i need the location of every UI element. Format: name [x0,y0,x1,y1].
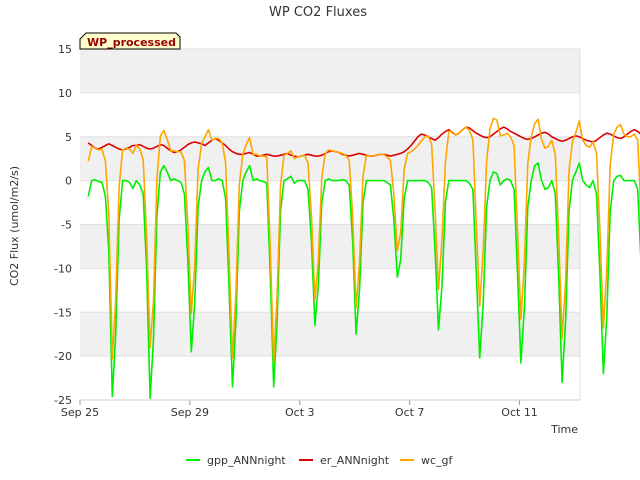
y-tick-label: 0 [65,175,72,188]
badge-shape [79,32,181,50]
x-tick-label: Oct 7 [395,406,425,419]
y-tick-label: -10 [54,262,72,275]
y-axis-label: CO2 Flux (umol/m2/s) [8,166,21,286]
x-tick-label: Sep 25 [61,406,99,419]
processed-badge: WP_processed [79,32,181,50]
y-tick-label: -20 [54,350,72,363]
series-line-wc_gf [87,117,640,364]
y-tick-label: 15 [58,43,72,56]
badge-label: WP_processed [87,36,176,49]
band-3 [80,312,580,357]
band-1 [80,136,580,181]
x-axis-label: Time [550,423,578,436]
band-0 [80,49,580,93]
x-axis-ticks: Sep 25 Sep 29 Oct 3 Oct 7 Oct 11 [61,400,538,419]
y-tick-label: -5 [61,219,72,232]
band-2 [80,224,580,269]
y-tick-label: 5 [65,131,72,144]
x-tick-label: Sep 29 [171,406,209,419]
y-axis-ticks: 15 10 5 0 -5 -10 -15 -20 -25 [54,43,72,407]
y-tick-label: 10 [58,87,72,100]
series-group [87,117,640,399]
plot-bands [80,49,580,357]
legend-label-wc_gf: wc_gf [421,454,454,467]
x-tick-label: Oct 3 [285,406,315,419]
legend: gpp_ANNnight er_ANNnight wc_gf [186,454,454,467]
x-tick-label: Oct 11 [501,406,538,419]
chart-title: WP CO2 Fluxes [269,5,367,20]
series-line-gpp_ANNnight [87,162,640,399]
legend-label-gpp_ANNnight: gpp_ANNnight [207,454,286,467]
y-tick-label: -15 [54,306,72,319]
legend-label-er_ANNnight: er_ANNnight [320,454,390,467]
y-tick-label: -25 [54,394,72,407]
